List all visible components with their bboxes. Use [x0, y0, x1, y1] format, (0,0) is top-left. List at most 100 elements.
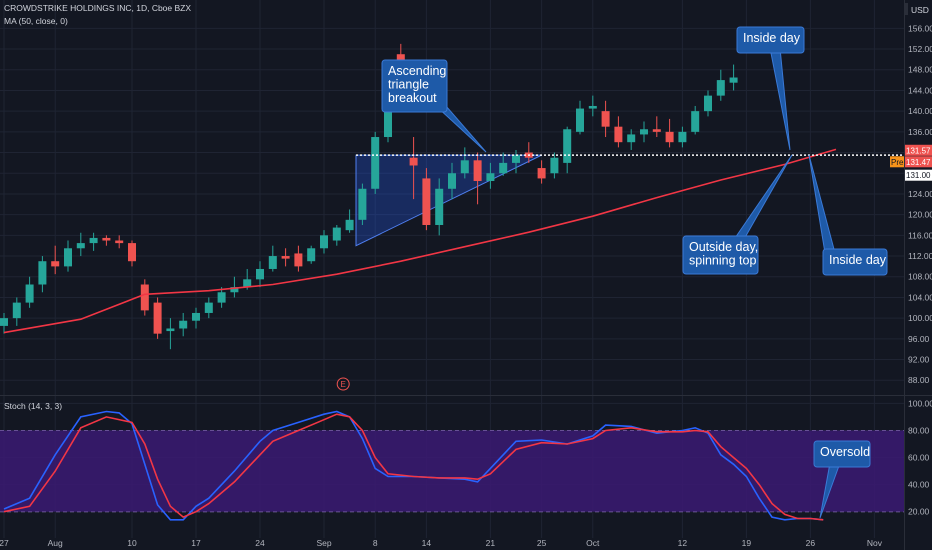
candle — [550, 152, 559, 179]
candle — [204, 297, 213, 319]
price-tick-label: 92.00 — [908, 355, 930, 365]
time-tick-label: 19 — [742, 538, 752, 548]
stoch-axis[interactable]: 20.00 40.00 60.00 80.00 100.00 — [908, 398, 932, 516]
callout: Inside day — [736, 26, 805, 151]
callout-box — [822, 248, 888, 276]
time-tick-label: Sep — [316, 538, 331, 548]
candle-body — [25, 284, 34, 303]
badge-bg — [905, 169, 932, 181]
candle — [473, 152, 482, 205]
time-axis[interactable]: 27 Aug 10 17 24 Sep 8 14 21 25 Oct 12 19 26 Nov — [0, 538, 883, 548]
price-tick-label: 100.00 — [908, 313, 932, 323]
candle — [89, 232, 98, 251]
candle-body — [153, 302, 162, 334]
time-tick-label: 14 — [422, 538, 432, 548]
candle — [332, 224, 341, 246]
callout-line: spinning top — [689, 254, 756, 268]
candle-body — [409, 157, 418, 166]
symbol-legend[interactable]: CROWDSTRIKE HOLDINGS INC, 1D, Cboe BZX — [4, 3, 191, 13]
candle-body — [435, 188, 444, 225]
candle — [371, 131, 380, 194]
callout-text: Oversold — [820, 445, 870, 459]
time-tick-label: 27 — [0, 538, 9, 548]
time-tick-label: 24 — [255, 538, 265, 548]
candle — [729, 64, 738, 91]
callout-box — [682, 235, 759, 275]
currency-marker — [904, 3, 908, 15]
candle — [576, 100, 584, 135]
stoch-tick-label: 60.00 — [908, 453, 930, 463]
candle — [704, 90, 712, 117]
candle-body — [460, 160, 469, 174]
candle — [192, 307, 200, 329]
candle — [691, 105, 700, 135]
stoch-series — [3, 410, 824, 521]
time-tick-label: Nov — [867, 538, 883, 548]
candle-body — [371, 137, 380, 189]
candle-body — [384, 90, 392, 138]
candle — [115, 235, 124, 249]
candle — [51, 245, 60, 275]
candle-body — [140, 284, 149, 311]
callout-line: Inside day — [743, 31, 801, 45]
callout-line: Ascending — [388, 64, 446, 78]
candle — [281, 248, 290, 267]
candle-body — [332, 227, 341, 241]
candle-body — [217, 292, 226, 303]
stoch-oversold-overbought-band — [0, 430, 904, 512]
candle-body — [268, 256, 277, 269]
candle-body — [576, 108, 584, 132]
candle — [499, 152, 508, 176]
candle — [627, 129, 636, 150]
candle — [0, 312, 8, 334]
candle-body — [12, 302, 21, 319]
candle — [307, 245, 316, 264]
candle — [601, 100, 610, 138]
pre-tag: Pre — [891, 158, 904, 167]
earnings-icon — [336, 377, 350, 391]
candle — [678, 126, 687, 148]
candle-body — [192, 312, 200, 321]
candle — [320, 230, 328, 254]
time-tick-label: 17 — [191, 538, 201, 548]
candle-body — [307, 248, 316, 262]
stoch-tick-label: 20.00 — [908, 507, 930, 517]
candle — [345, 209, 354, 233]
price-tick-label: 116.00 — [908, 230, 932, 240]
candle-body — [627, 134, 636, 143]
earnings-marker[interactable]: E — [336, 377, 350, 391]
ma50-line — [3, 148, 837, 334]
candle — [230, 276, 239, 298]
candle — [268, 245, 277, 272]
candle-body — [678, 131, 687, 143]
candle — [64, 240, 72, 272]
time-tick-label: 10 — [127, 538, 137, 548]
callout-line: Inside day — [829, 253, 887, 267]
candle — [256, 261, 264, 288]
time-tick-label: 8 — [373, 538, 378, 548]
candle — [435, 178, 444, 236]
candle-body — [448, 173, 456, 189]
candle-body — [115, 240, 124, 244]
price-tick-label: 96.00 — [908, 334, 930, 344]
time-tick-label: 26 — [806, 538, 816, 548]
price-tick-label: 124.00 — [908, 189, 932, 199]
ma-legend[interactable]: MA (50, close, 0) — [4, 16, 68, 26]
badge-bg — [905, 144, 932, 156]
candle-body — [64, 248, 72, 267]
candle-body — [320, 235, 328, 249]
candle-body — [716, 80, 725, 96]
candle-body — [588, 105, 597, 109]
candle-body — [89, 237, 98, 244]
candle-body — [281, 256, 290, 259]
stoch-legend[interactable]: Stoch (14, 3, 3) — [4, 401, 62, 411]
candle — [422, 168, 431, 231]
currency-label[interactable]: USD — [911, 5, 929, 15]
earnings-label: E — [341, 380, 346, 389]
time-tick-label: 25 — [537, 538, 547, 548]
candle-body — [358, 188, 367, 220]
stoch-tick-label: 40.00 — [908, 480, 930, 490]
candle — [102, 235, 111, 246]
